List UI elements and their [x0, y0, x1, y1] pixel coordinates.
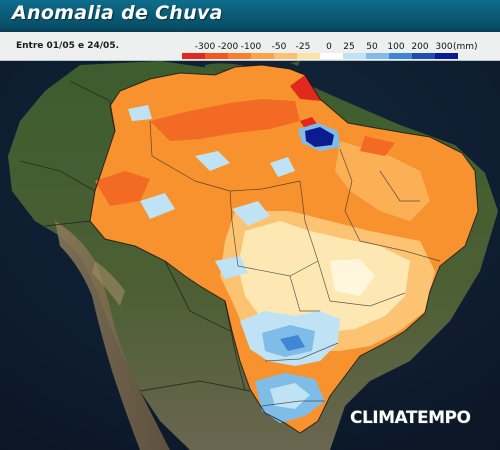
scale-label: -25 [295, 42, 311, 52]
scale-swatch [182, 53, 205, 59]
altiplano [92, 261, 125, 306]
caribbean-island [290, 61, 300, 66]
anomaly-strong-deficit-west [95, 171, 150, 206]
anomaly-map [0, 61, 500, 450]
scale-swatch [251, 53, 274, 59]
scale-label: 0 [326, 42, 332, 52]
boundary-line [289, 275, 320, 312]
boundary-line [194, 180, 301, 192]
border-line [224, 300, 246, 392]
anomaly-excess-patch [232, 201, 270, 226]
country-borders [19, 80, 251, 392]
scale-labels: -300 -200 -100 -50 -25 0 25 50 100 200 3… [182, 42, 492, 54]
boundary-line [329, 292, 406, 307]
anomaly-neutral-spot [330, 259, 375, 296]
scale-label: 50 [366, 42, 378, 52]
anomaly-excess-patch [195, 151, 230, 171]
color-scale [182, 53, 458, 59]
scale-swatch [228, 53, 251, 59]
brazil-border [89, 64, 479, 434]
brand-logo: CLIMATEMPO [350, 408, 471, 428]
anomaly-excess-patch [140, 193, 175, 219]
page-title: Anomalia de Chuva [12, 2, 223, 24]
andes-range [55, 221, 170, 450]
anomaly-excess-core [305, 127, 334, 147]
scale-label: -300 [194, 42, 216, 52]
scale-swatch [412, 53, 435, 59]
scale-swatch [366, 53, 389, 59]
scale-label: 25 [343, 42, 355, 52]
scale-swatch [320, 53, 343, 59]
scale-label: 100 [387, 42, 405, 52]
anomaly-excess-patch [215, 256, 248, 279]
scale-swatch [274, 53, 297, 59]
scale-swatch [297, 53, 320, 59]
period-label: Entre 01/05 e 24/05. [16, 41, 119, 51]
anomaly-neutral-core [238, 221, 410, 333]
scale-label: -50 [271, 42, 287, 52]
border-line [164, 260, 231, 332]
scale-swatch [389, 53, 412, 59]
border-line [44, 220, 91, 227]
anomaly-excess-patch [128, 105, 152, 121]
title-bar: Anomalia de Chuva [0, 0, 500, 32]
scale-label: 300 [435, 42, 453, 52]
boundary-line [359, 240, 441, 262]
scale-swatch [435, 53, 458, 59]
scale-label: 200 [411, 42, 429, 52]
anomaly-excess-southmost-inner [270, 383, 310, 409]
boundary-line [299, 180, 331, 302]
scale-label: -200 [217, 42, 239, 52]
anomaly-excess-patch [270, 157, 295, 177]
anomaly-strong-deficit-ne [360, 136, 395, 156]
boundary-line [339, 148, 361, 242]
scale-swatch [343, 53, 366, 59]
scale-swatch [205, 53, 228, 59]
scale-label: -100 [240, 42, 262, 52]
anomaly-max-deficit [290, 75, 322, 101]
boundary-line [264, 342, 339, 362]
boundary-line [149, 120, 196, 182]
scale-unit: (mm) [453, 42, 478, 52]
boundary-line [229, 190, 239, 267]
state-boundaries [149, 120, 441, 407]
boundary-line [261, 400, 325, 407]
border-line [139, 380, 251, 392]
anomaly-excess-south-core [280, 335, 305, 351]
border-line [19, 160, 96, 192]
legend-bar: Entre 01/05 e 24/05. -300 -200 -100 -50 … [0, 32, 500, 61]
anomaly-strong-deficit-north [150, 99, 300, 141]
boundary-line [379, 170, 420, 202]
